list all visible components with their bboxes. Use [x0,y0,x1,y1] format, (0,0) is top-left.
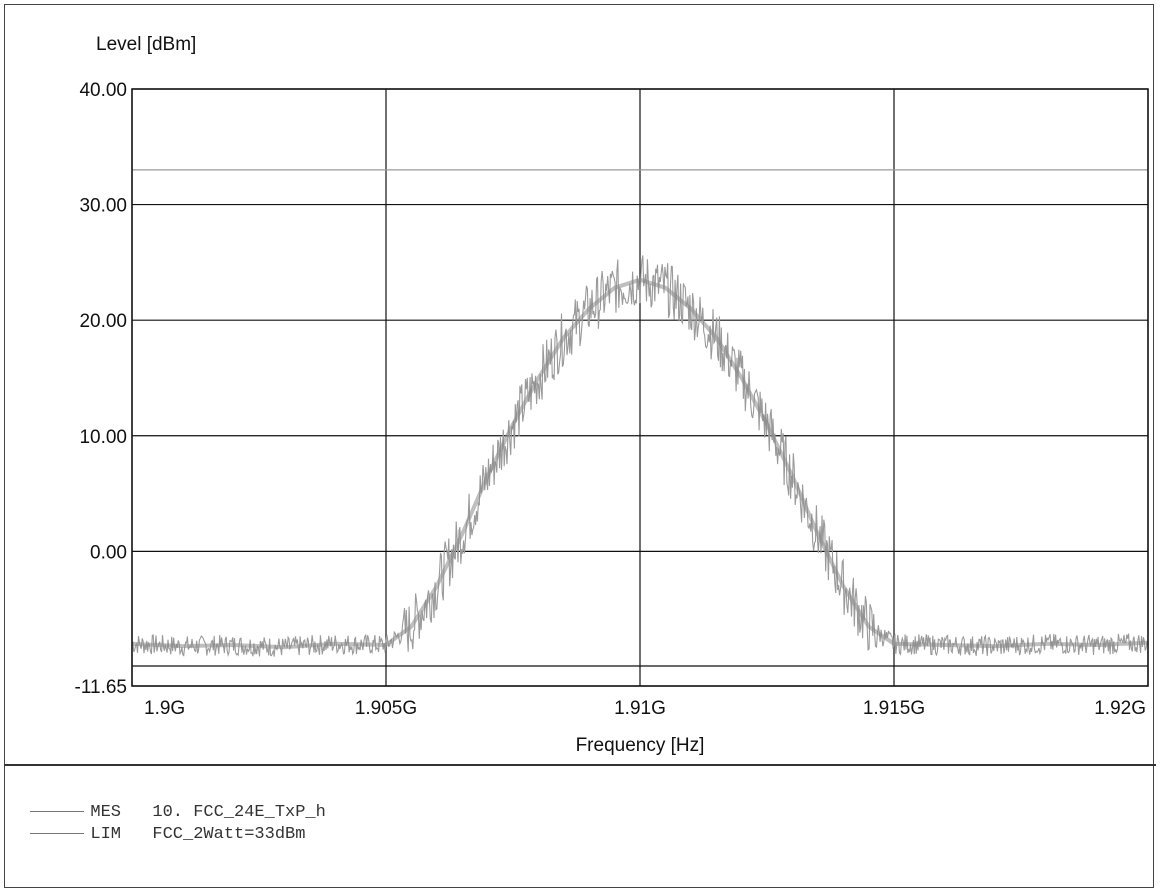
legend-entry-lim: LIM FCC_2Watt=33dBm [10,806,305,844]
legend-text-lim: FCC_2Watt=33dBm [152,825,306,844]
legend-entry-mes: MES 10. FCC_24E_TxP_h [10,784,326,822]
y-axis-label: Level [dBm] [96,34,196,55]
x-axis-label: Frequency [Hz] [576,735,705,756]
x-tick-label: 1.91G [614,698,666,719]
y-tick-label: 30.00 [79,196,127,217]
legend-text-mes: 10. FCC_24E_TxP_h [152,803,326,822]
legend-tag-lim: LIM [90,825,122,844]
y-tick-label: 20.00 [79,311,127,332]
spectrum-chart: Level [dBm] 40.00 30.00 20.00 10.00 0.00 -11.… [75,34,1149,756]
tick-labels: 40.00 30.00 20.00 10.00 0.00 -11.65 1.9G 1.905G… [75,80,1146,719]
plot-area-border [131,88,1149,687]
x-tick-label: 1.92G [1094,698,1146,719]
y-tick-label: 0.00 [90,542,127,563]
chart-frame [4,4,1154,888]
y-tick-label: -11.65 [75,677,127,698]
y-tick-label: 40.00 [79,80,127,101]
x-tick-label: 1.915G [863,698,925,719]
legend-tag-mes: MES [90,803,122,822]
legend-line-mes [30,811,85,813]
grid [131,88,1149,687]
series-envelope-mes [131,277,1149,650]
series-layer [131,169,1149,658]
legend-divider [4,764,1156,766]
legend-line-lim [30,833,85,835]
x-tick-label: 1.905G [355,698,417,719]
y-tick-label: 10.00 [79,427,127,448]
x-tick-label: 1.9G [144,698,185,719]
